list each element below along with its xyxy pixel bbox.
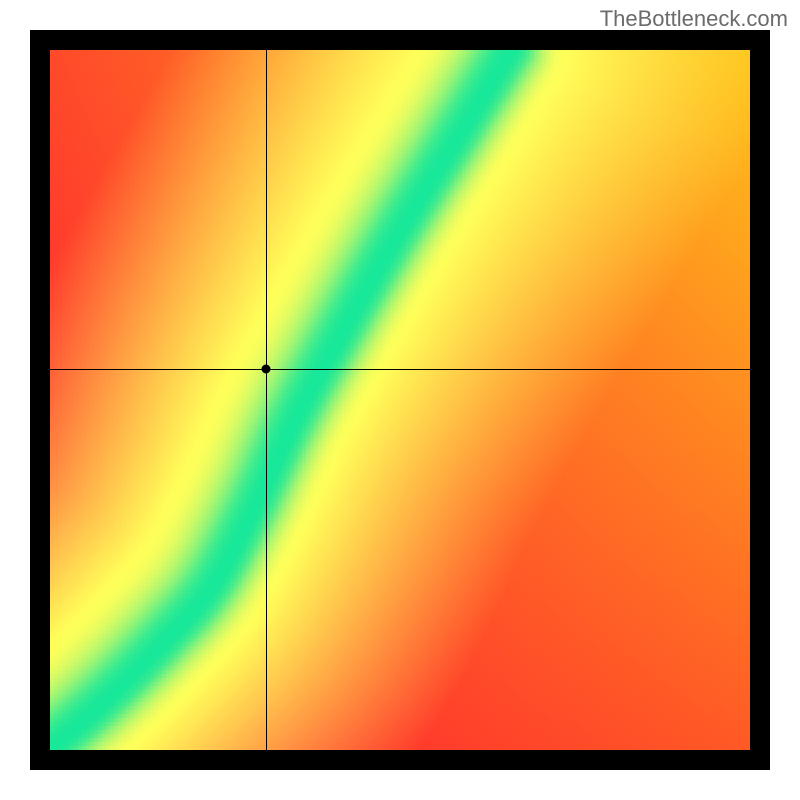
heatmap-canvas [50, 50, 750, 750]
watermark-text: TheBottleneck.com [600, 6, 788, 32]
marker-dot [261, 365, 270, 374]
chart-frame [30, 30, 770, 770]
crosshair-horizontal [50, 369, 750, 370]
plot-area [50, 50, 750, 750]
crosshair-vertical [266, 50, 267, 750]
